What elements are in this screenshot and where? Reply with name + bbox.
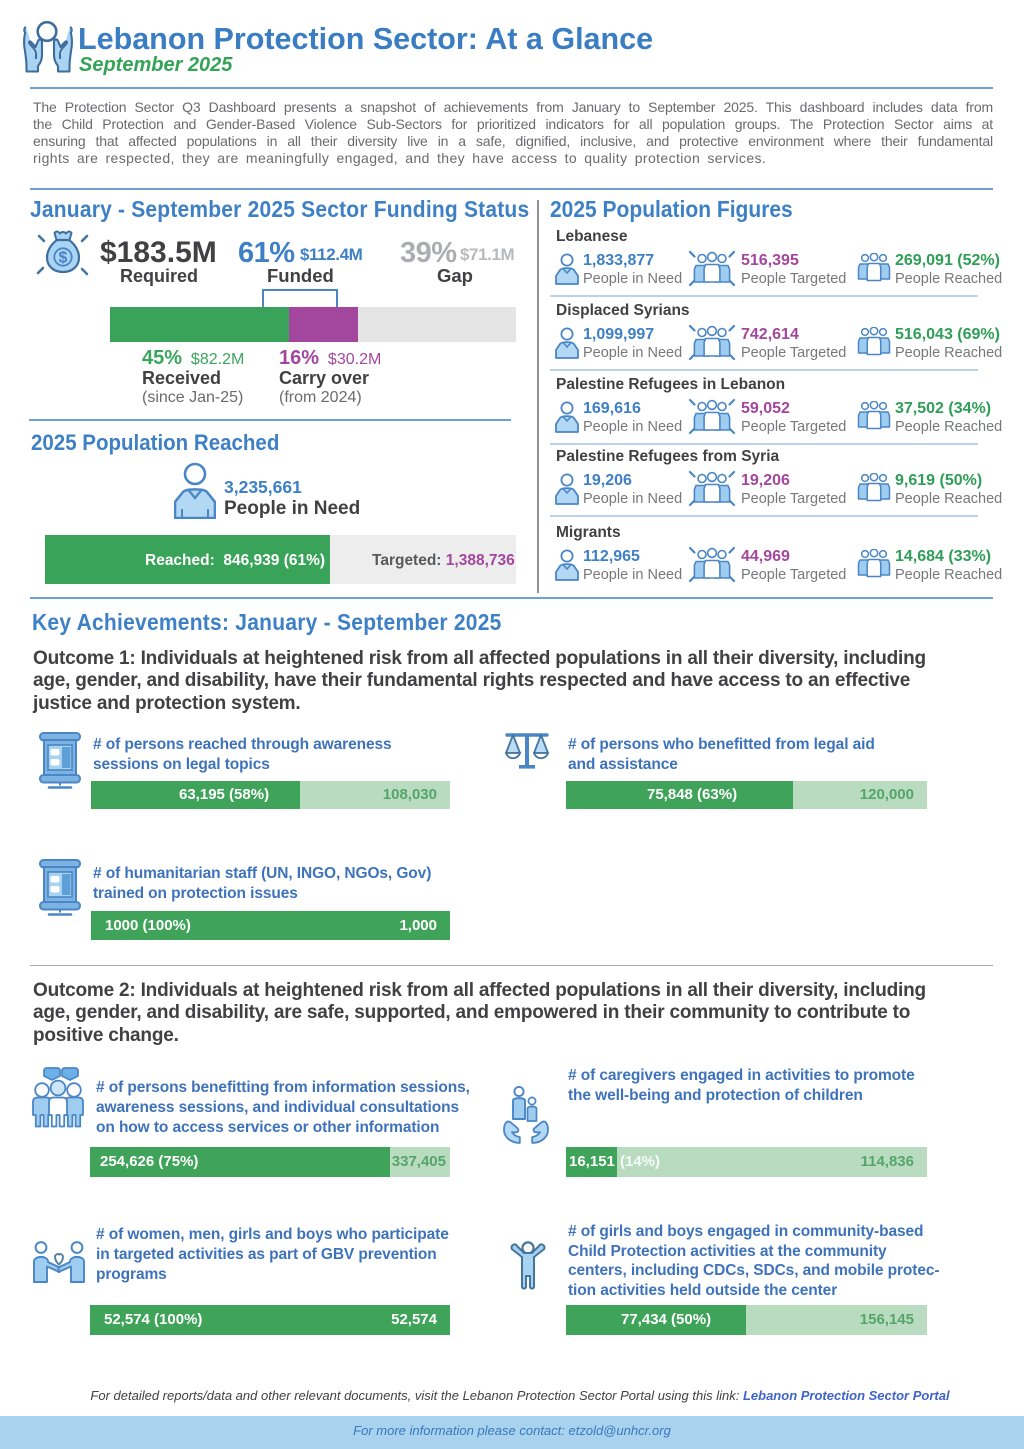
svg-text:$: $ — [59, 250, 68, 267]
